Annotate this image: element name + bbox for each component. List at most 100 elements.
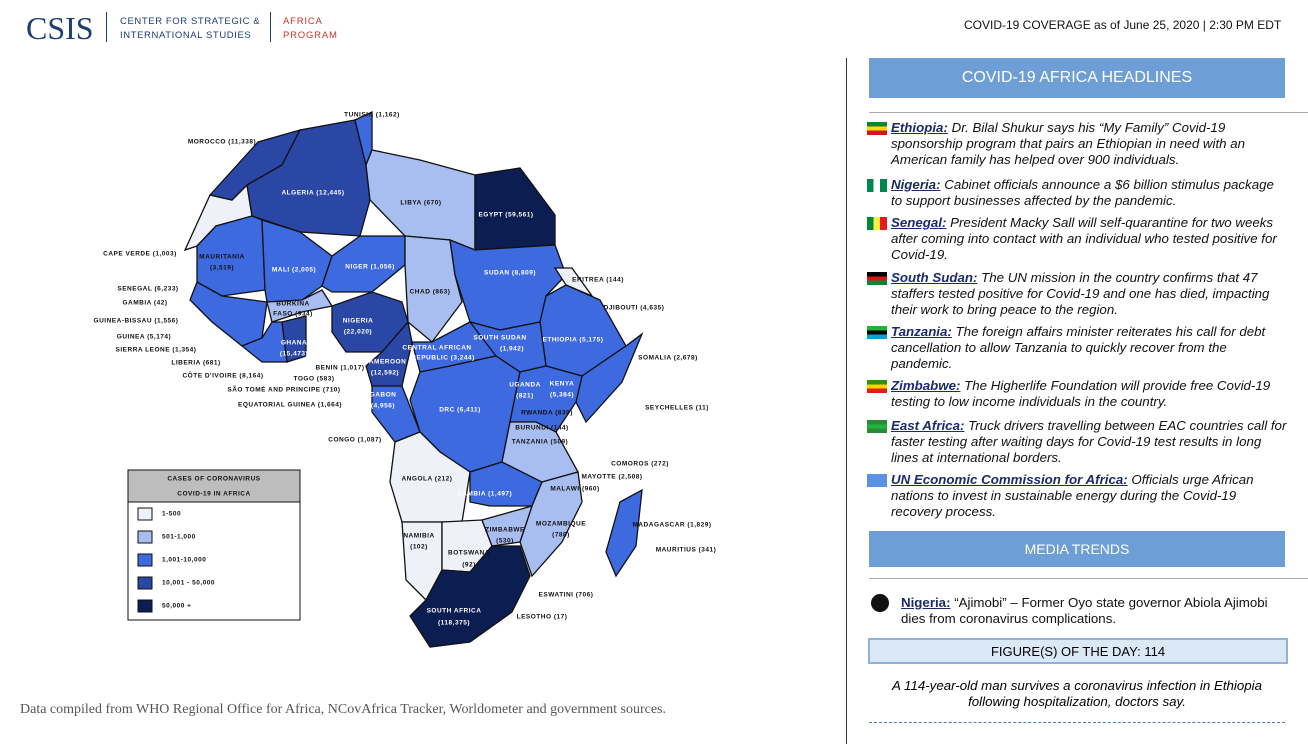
- legend: CASES OF CORONAVIRUS COVID-19 IN AFRICA …: [127, 469, 301, 621]
- country-shape: [481, 505, 534, 547]
- country-shape: [321, 235, 406, 293]
- headline: Nigeria: Cabinet officials announce a $6…: [891, 177, 1287, 209]
- legend-swatch: [137, 507, 153, 521]
- figure-text: A 114-year-old man survives a coronaviru…: [891, 678, 1263, 709]
- country-label: NIGER (1,056): [345, 264, 395, 271]
- country-label: EGYPT (59,561): [478, 212, 533, 219]
- country-label: CONGO (1,087): [328, 437, 381, 444]
- country-label: TANZANIA (509): [512, 439, 568, 446]
- headline-text: Officials urge African nations to invest…: [891, 472, 1254, 519]
- country-label: TUNISIA (1,162): [344, 112, 400, 119]
- country-label: GUINEA (5,174): [117, 334, 171, 341]
- flag-icon: [867, 474, 887, 487]
- country-label: CAMEROON: [364, 359, 407, 366]
- country-label: FASO (934): [273, 311, 313, 318]
- country-label: SOUTH SUDAN: [473, 335, 526, 342]
- country-label: (92): [462, 562, 476, 569]
- media-text: “Ajimobi” – Former Oyo state governor Ab…: [901, 595, 1268, 626]
- country-label: (3,519): [210, 265, 234, 272]
- headline-country: UN Economic Commission for Africa:: [891, 472, 1128, 487]
- country-shape: [605, 488, 643, 578]
- legend-label: 501-1,000: [162, 534, 196, 541]
- country-label: (530): [496, 538, 514, 545]
- headline-text: Cabinet officials announce a $6 billion …: [891, 177, 1274, 208]
- headline: UN Economic Commission for Africa: Offic…: [891, 472, 1287, 520]
- legend-swatch: [137, 599, 153, 613]
- country-label: ZAMBIA (1,497): [458, 491, 512, 498]
- country-label: SOMALIA (2,678): [638, 355, 698, 362]
- country-label: ZIMBABWE: [485, 527, 525, 534]
- logo: CSIS: [26, 10, 94, 46]
- divider: [869, 112, 1308, 113]
- org-line: CENTER FOR STRATEGIC &: [120, 16, 261, 27]
- country-label: (5,384): [550, 392, 574, 399]
- headline-text: Truck drivers travelling between EAC cou…: [891, 418, 1287, 465]
- flag-icon: [867, 217, 887, 230]
- headline: Tanzania: The foreign affairs minister r…: [891, 324, 1287, 372]
- map: CASES OF CORONAVIRUS COVID-19 IN AFRICA …: [20, 110, 717, 717]
- legend-swatch: [137, 553, 153, 567]
- country-label: GUINEA-BISSAU (1,556): [94, 318, 179, 325]
- country-label: GABON: [370, 392, 397, 399]
- country-label: (102): [410, 544, 428, 551]
- media-country: Nigeria:: [901, 595, 951, 610]
- headline-text: The foreign affairs minister reiterates …: [891, 324, 1266, 371]
- headline: Senegal: President Macky Sall will self-…: [891, 215, 1287, 263]
- country-label: (15,473): [280, 351, 308, 358]
- country-label: BURUNDI (144): [515, 425, 568, 432]
- country-label: SÃO TOMÉ AND PRINCIPE (710): [227, 385, 340, 394]
- legend-title: CASES OF CORONAVIRUS: [167, 476, 260, 483]
- legend-header: [127, 469, 301, 503]
- country-label: EQUATORIAL GUINEA (1,664): [238, 402, 342, 409]
- country-shape: [474, 167, 556, 251]
- flag-icon: [867, 380, 887, 393]
- country-label: RWANDA (830): [521, 410, 573, 417]
- social-icon: [871, 594, 889, 612]
- country-label: COMOROS (272): [611, 461, 669, 468]
- flag-icon: [867, 272, 887, 285]
- country-label: BENIN (1,017): [315, 365, 364, 372]
- headline: East Africa: Truck drivers travelling be…: [891, 418, 1287, 466]
- country-label: UGANDA: [509, 382, 541, 389]
- headline-text: Dr. Bilal Shukur says his “My Family” Co…: [891, 120, 1246, 167]
- flag-icon: [867, 420, 887, 433]
- country-label: LIBERIA (681): [171, 360, 220, 367]
- media-item: Nigeria: “Ajimobi” – Former Oyo state go…: [901, 595, 1271, 627]
- country-label: TOGO (583): [293, 376, 334, 383]
- country-label: KENYA: [550, 381, 575, 388]
- country-label: (821): [516, 393, 534, 400]
- country-label: BOTSWANA: [448, 550, 490, 557]
- media-trends-title: MEDIA TRENDS: [869, 531, 1285, 567]
- country-label: ANGOLA (212): [402, 476, 453, 483]
- headline-country: Ethiopia:: [891, 120, 948, 135]
- country-label: ALGERIA (12,445): [281, 190, 344, 197]
- country-label: (118,375): [438, 620, 470, 627]
- program-line: PROGRAM: [283, 30, 338, 41]
- legend-label: 1-500: [162, 511, 181, 518]
- country-label: MAYOTTE (2,508): [581, 474, 642, 481]
- country-label: SEYCHELLES (11): [645, 405, 709, 412]
- divider: [869, 722, 1285, 723]
- divider: [869, 578, 1308, 579]
- headline: Ethiopia: Dr. Bilal Shukur says his “My …: [891, 120, 1287, 168]
- country-label: MAURITIUS (341): [656, 547, 717, 554]
- country-label: GHANA: [281, 340, 307, 347]
- country-label: CAPE VERDE (1,003): [103, 251, 177, 258]
- country-label: (22,020): [344, 329, 372, 336]
- flag-icon: [867, 326, 887, 339]
- program-line: AFRICA: [283, 16, 323, 27]
- logo-divider: [270, 12, 271, 42]
- country-label: BURKINA: [276, 301, 309, 308]
- country-label: (12,592): [371, 370, 399, 377]
- org-name: CENTER FOR STRATEGIC & INTERNATIONAL STUD…: [120, 15, 260, 43]
- flag-icon: [867, 179, 887, 192]
- legend-label: 1,001-10,000: [162, 557, 206, 564]
- country-label: (788): [552, 532, 570, 539]
- headline-country: East Africa:: [891, 418, 965, 433]
- country-shape: [261, 219, 333, 303]
- country-label: ETHIOPIA (5,175): [543, 337, 604, 344]
- country-label: CÔTE D'IVOIRE (8,164): [182, 371, 263, 380]
- country-label: MADAGASCAR (1,829): [632, 522, 711, 529]
- country-label: MALAWI (960): [550, 486, 599, 493]
